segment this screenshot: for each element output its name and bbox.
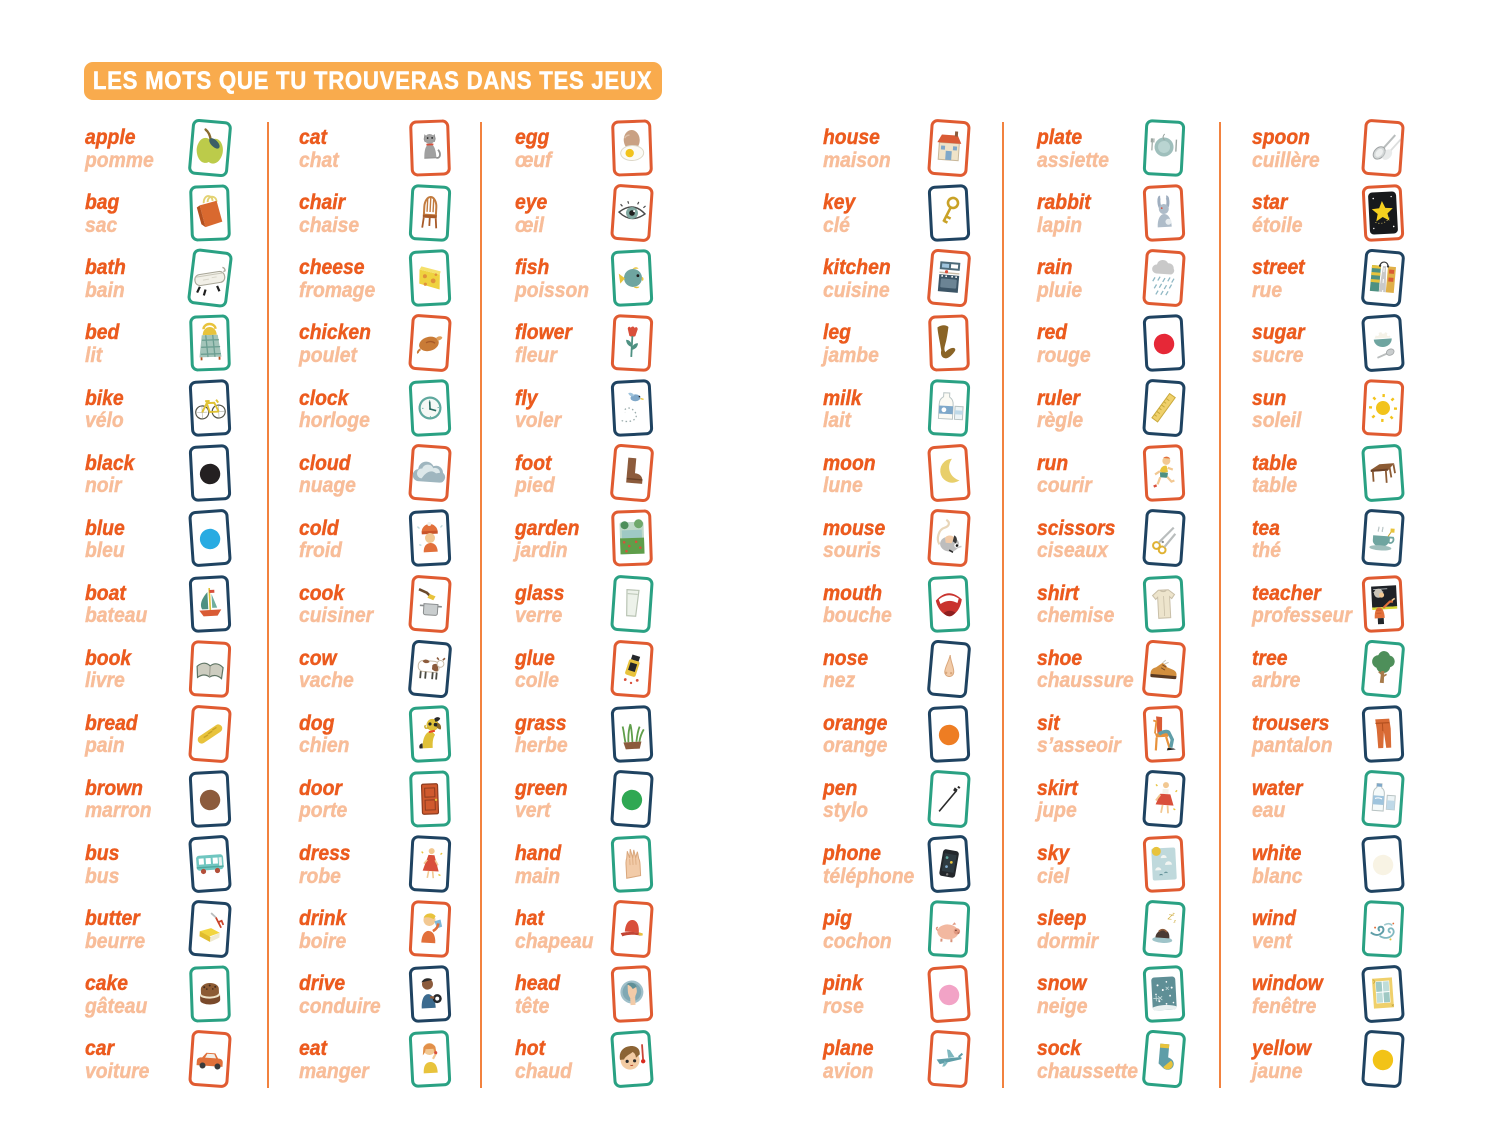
svg-text:Z: Z	[1167, 914, 1173, 921]
svg-text:z: z	[1172, 918, 1176, 923]
svg-text:z: z	[1171, 911, 1175, 917]
